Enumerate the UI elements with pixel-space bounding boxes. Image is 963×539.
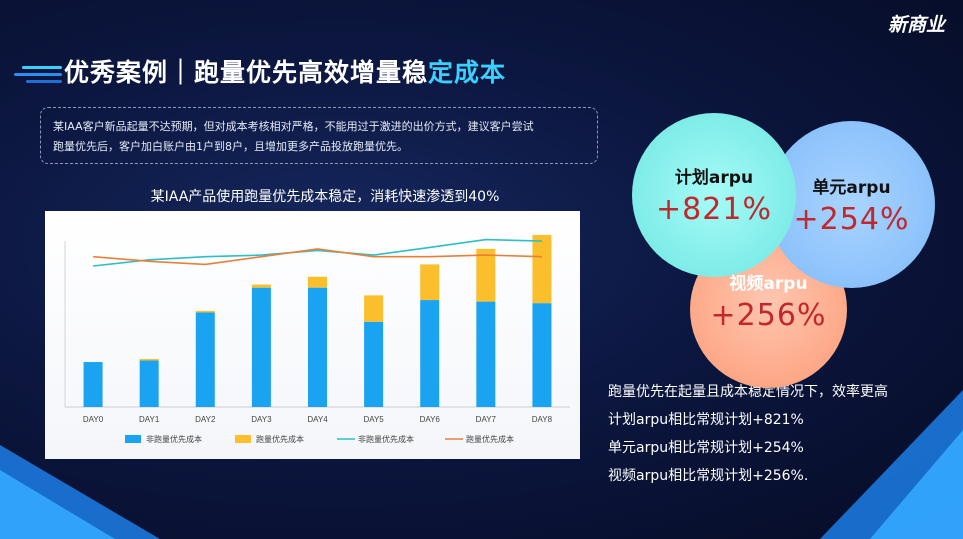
bar-non-priority-day8 [532,303,552,407]
legend-label-2: 非跑量优先成本 [358,434,414,444]
chart-panel: DAY0 DAY1 DAY2 DAY3 DAY4 DAY5 DAY6 DAY7 DAY8 非跑量优… [45,211,580,459]
line-series-priority-cost [93,248,542,266]
summary-line-1: 跑量优先在起量且成本稳定情况下，效率更高 [608,384,888,400]
bar-priority-day3 [251,284,271,288]
bubble-plan-value: +821% [656,192,772,227]
legend-label-0: 非跑量优先成本 [146,434,202,444]
chart-title: 某IAA产品使用跑量优先成本稳定，消耗快速渗透到40% [150,189,500,205]
x-tick-label-day6: DAY6 [420,415,441,424]
legend-swatch-0 [125,435,141,443]
bar-non-priority-day5 [364,321,384,407]
legend-label-3: 跑量优先成本 [466,434,514,444]
bar-non-priority-day3 [251,287,271,407]
bar-priority-day1 [139,358,159,361]
bubble-unit-arpu: 单元arpu +254% [768,121,935,288]
legend-swatch-1 [235,435,251,443]
summary-line-4: 视频arpu相比常规计划+256%. [608,468,809,484]
description-box: 某IAA客户新品起量不达预期，但对成本考核相对严格，不能用过于激进的出价方式，建… [40,107,598,164]
bar-priority-day6 [420,264,440,301]
x-tick-label-day2: DAY2 [195,415,216,424]
bar-non-priority-day7 [476,301,496,407]
title-tail: 成本 [454,58,507,87]
x-tick-label-day3: DAY3 [251,415,272,424]
description-line-1: 某IAA客户新品起量不达预期，但对成本考核相对严格，不能用过于激进的出价方式，建… [53,120,534,133]
bubble-plan-label: 计划arpu [674,168,754,188]
x-tick-label-day4: DAY4 [307,415,328,424]
bubble-video-value: +256% [710,297,827,333]
bubble-plan-arpu: 计划arpu +821% [632,113,796,277]
bar-priority-day7 [476,248,496,302]
bar-non-priority-day1 [139,360,159,407]
bubble-unit-value: +254% [793,201,910,237]
stacked-bar-line-chart: DAY0 DAY1 DAY2 DAY3 DAY4 DAY5 DAY6 DAY7 DAY8 非跑量优… [64,234,570,444]
bubble-video-label: 视频arpu [729,273,808,294]
line-series-non-priority-cost [93,238,542,267]
bar-non-priority-day2 [195,312,215,407]
page-title: 优秀案例｜跑量优先高效增量稳定成本 [64,53,506,89]
x-tick-label-day0: DAY0 [83,415,104,424]
summary-line-2: 计划arpu相比常规计划+821% [608,412,804,428]
x-tick-label-day8: DAY8 [532,415,553,424]
title-accent: 定 [428,58,455,87]
bar-priority-day8 [532,234,552,304]
summary-text: 跑量优先在起量且成本稳定情况下，效率更高 计划arpu相比常规计划+821% 单… [608,378,948,490]
x-tick-label-day5: DAY5 [363,415,384,424]
summary-line-3: 单元arpu相比常规计划+254% [608,440,804,456]
description-line-2: 跑量优先后，客户加白账户由1户到8户，且增加更多产品投放跑量优先。 [53,140,408,153]
bar-priority-day4 [308,276,327,288]
bar-non-priority-day0 [83,362,103,407]
title-stripes-icon [14,66,62,83]
bar-priority-day2 [195,310,215,313]
bubble-unit-label: 单元arpu [812,177,891,198]
x-tick-label-day1: DAY1 [139,415,160,424]
bar-priority-day5 [364,295,384,322]
brand-logo: 新商业 [887,14,945,36]
bar-non-priority-day4 [308,287,327,407]
bar-non-priority-day6 [420,300,440,407]
x-tick-label-day7: DAY7 [476,415,497,424]
title-main: 优秀案例｜跑量优先高效增量稳 [64,58,429,87]
legend-label-1: 跑量优先成本 [256,434,304,444]
